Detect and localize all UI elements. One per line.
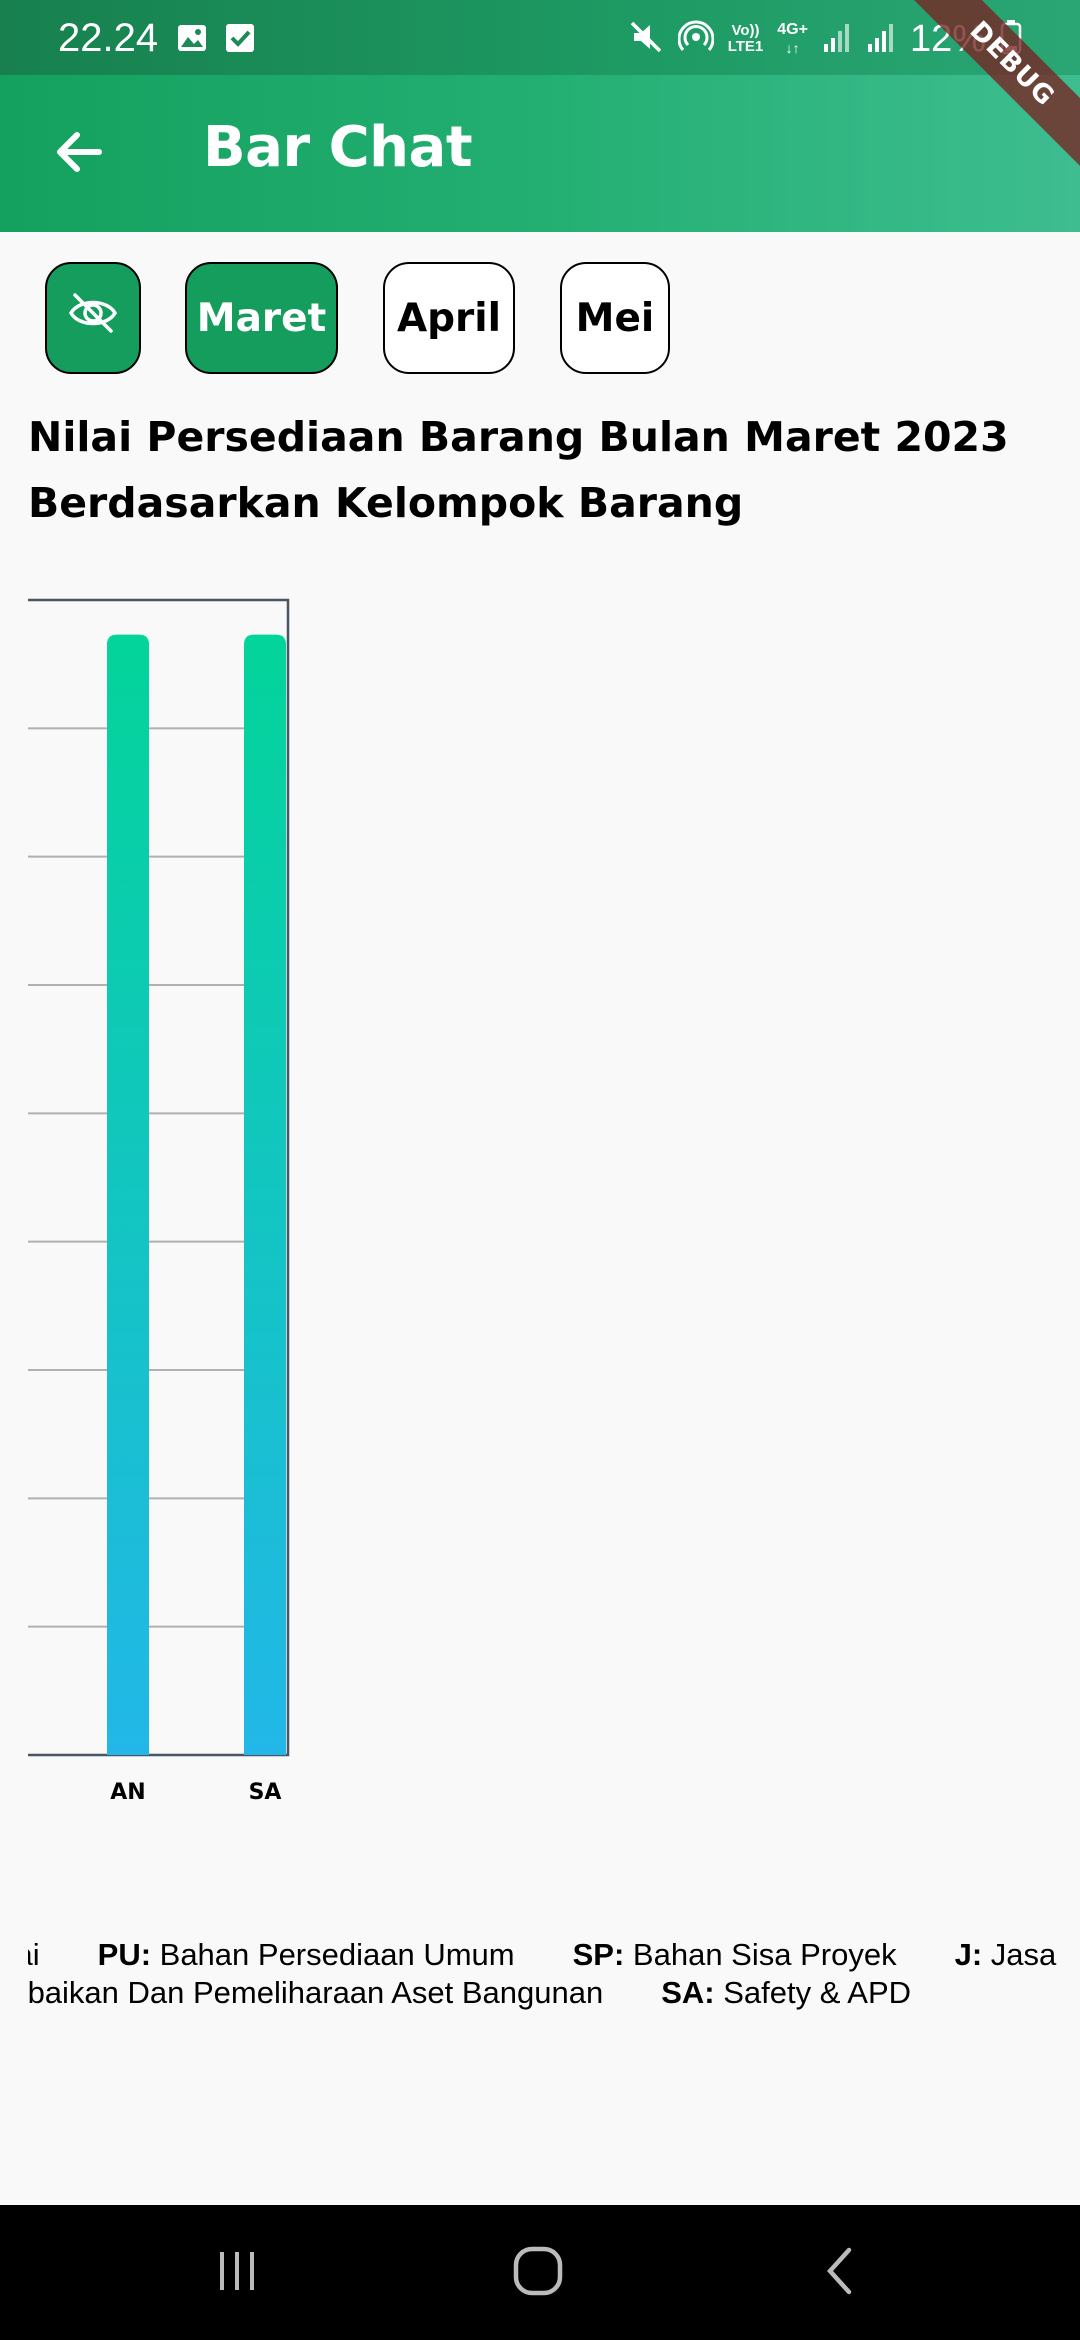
signal-icon (866, 20, 896, 58)
status-bar: 22.24 Vo)) LTE1 4G+ ↓↑ 12% (0, 0, 1080, 75)
month-chip-mei[interactable]: Mei (560, 262, 670, 374)
legend-row-2: erbaikan Dan Pemeliharaan Aset Bangunan S… (28, 1975, 1058, 2015)
legend-code: SA: (661, 1975, 724, 2010)
legend-text: erbaikan Dan Pemeliharaan Aset Bangunan (28, 1975, 604, 2010)
mute-icon (628, 19, 664, 59)
legend-item: erbaikan Dan Pemeliharaan Aset Bangunan (28, 1975, 603, 2011)
legend-text: kai (28, 1937, 40, 1972)
recent-apps-icon (212, 2246, 262, 2300)
legend-text: Jasa (990, 1937, 1057, 1972)
recent-apps-button[interactable] (192, 2235, 282, 2310)
image-icon (176, 22, 208, 54)
back-button[interactable] (40, 115, 118, 193)
legend-text: Safety & APD (723, 1975, 912, 2010)
back-icon (816, 2246, 866, 2300)
month-chip-april[interactable]: April (383, 262, 515, 374)
volte-label-bottom: LTE1 (727, 38, 764, 55)
x-tick-label: AN (110, 1780, 145, 1805)
x-tick-label: SA (249, 1780, 282, 1805)
volte-icon: Vo)) LTE1 (728, 23, 764, 55)
chart-bar-an[interactable] (107, 634, 149, 1755)
month-chip-maret[interactable]: Maret (185, 262, 338, 374)
status-time: 22.24 (58, 16, 159, 60)
chart-title-line-1: Nilai Persediaan Barang Bulan Maret 2023 (28, 413, 1009, 461)
4g-icon: 4G+ ↓↑ (777, 21, 808, 56)
chart-title: Nilai Persediaan Barang Bulan Maret 2023… (28, 404, 1048, 536)
signal-icon (822, 20, 852, 58)
back-nav-button[interactable] (796, 2235, 886, 2310)
chart-bar-sa[interactable] (244, 634, 286, 1755)
arrow-left-icon (53, 126, 105, 182)
legend-code: SP: (572, 1937, 633, 1972)
legend-item: J: Jasa (955, 1937, 1057, 1973)
legend-code: J: (954, 1937, 991, 1972)
chart-frame (28, 598, 290, 1757)
page-title: Bar Chat (203, 115, 473, 180)
legend-row-1: kai PU: Bahan Persediaan Umum SP: Bahan Si… (28, 1937, 1058, 1977)
legend-item: SA: Safety & APD (661, 1975, 911, 2011)
legend-item: SP: Bahan Sisa Proyek (573, 1937, 897, 1973)
checkbox-icon (224, 22, 256, 54)
data-type-label: 4G+ (777, 21, 808, 38)
legend-item: kai (28, 1937, 40, 1973)
hotspot-icon (677, 19, 715, 59)
hide-chart-button[interactable] (45, 262, 141, 374)
bar-chart: AN SA (28, 598, 290, 1805)
legend-code: PU: (97, 1937, 160, 1972)
eye-off-icon (67, 287, 119, 349)
home-button[interactable] (493, 2235, 583, 2310)
legend-text: Bahan Sisa Proyek (632, 1937, 897, 1972)
legend-text: Bahan Persediaan Umum (159, 1937, 515, 1972)
chart-title-line-2: Berdasarkan Kelompok Barang (28, 479, 744, 527)
legend-item: PU: Bahan Persediaan Umum (98, 1937, 515, 1973)
volte-label-top: Vo)) (731, 22, 760, 39)
app-bar: Bar Chat (0, 75, 1080, 232)
home-icon (512, 2245, 564, 2301)
navigation-bar (0, 2205, 1080, 2340)
